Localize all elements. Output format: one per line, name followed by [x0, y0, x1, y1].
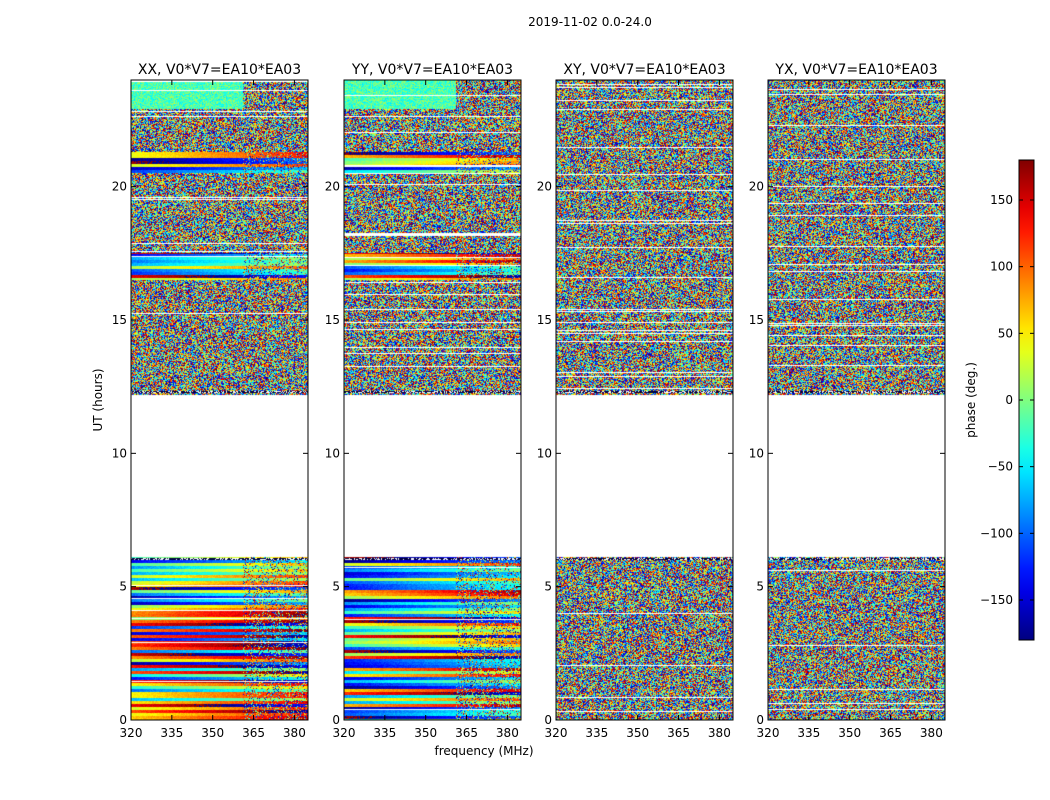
heatmap-image-yy: [344, 80, 521, 720]
panels-group: XX, V0*V7=EA10*EA03 320 335 350 365 380 0 5 10 15…: [112, 62, 946, 740]
y-tick-label: 10: [537, 446, 552, 460]
x-tick-label: 380: [708, 726, 731, 740]
x-tick-label: 350: [414, 726, 437, 740]
x-tick-label: 320: [757, 726, 780, 740]
x-tick-label: 320: [545, 726, 568, 740]
y-tick-label: 0: [332, 713, 340, 727]
y-tick-label: 0: [756, 713, 764, 727]
panel-title-xy: XY, V0*V7=EA10*EA03: [563, 62, 725, 78]
y-tick-label: 20: [749, 180, 764, 194]
x-tick-label: 335: [585, 726, 608, 740]
y-tick-label: 5: [756, 580, 764, 594]
y-tick-label: 0: [544, 713, 552, 727]
x-tick-label: 365: [242, 726, 265, 740]
x-tick-label: 380: [496, 726, 519, 740]
y-tick-label: 10: [325, 446, 340, 460]
x-tick-label: 380: [920, 726, 943, 740]
colorbar-tick-label: 50: [998, 326, 1013, 340]
y-tick-label: 20: [112, 180, 127, 194]
y-tick-label: 20: [325, 180, 340, 194]
colorbar-tick-label: 150: [990, 193, 1013, 207]
panel-frame-yy: [343, 79, 522, 721]
x-tick-label: 350: [838, 726, 861, 740]
y-tick-label: 5: [544, 580, 552, 594]
x-tick-label: 365: [455, 726, 478, 740]
x-tick-label: 320: [333, 726, 356, 740]
colorbar-tick-label: −50: [988, 460, 1013, 474]
heatmap-image-yx: [768, 80, 945, 720]
y-tick-label: 15: [537, 313, 552, 327]
colorbar-tick-label: −150: [980, 593, 1013, 607]
x-tick-label: 350: [626, 726, 649, 740]
colorbar: 150 100 50 0 −50 −100 −150: [980, 159, 1035, 641]
colorbar-tick-label: 0: [1005, 393, 1013, 407]
y-tick-label: 10: [112, 446, 127, 460]
panel-title-yy: YY, V0*V7=EA10*EA03: [351, 62, 513, 78]
y-tick-label: 15: [112, 313, 127, 327]
colorbar-label: phase (deg.): [964, 362, 978, 438]
heatmap-image-xy: [556, 80, 733, 720]
x-tick-label: 365: [879, 726, 902, 740]
x-tick-label: 320: [120, 726, 143, 740]
x-tick-label: 350: [201, 726, 224, 740]
y-tick-label: 5: [119, 580, 127, 594]
y-tick-label: 10: [749, 446, 764, 460]
panel-frame-xx: [130, 79, 309, 721]
colorbar-tick-label: 100: [990, 260, 1013, 274]
x-tick-label: 335: [160, 726, 183, 740]
y-tick-label: 15: [325, 313, 340, 327]
x-tick-label: 380: [283, 726, 306, 740]
y-tick-label: 15: [749, 313, 764, 327]
colorbar-tick-label: −100: [980, 526, 1013, 540]
x-tick-label: 335: [373, 726, 396, 740]
y-tick-label: 0: [119, 713, 127, 727]
figure-suptitle: 2019-11-02 0.0-24.0: [528, 15, 652, 29]
panel-frame-xy: [555, 79, 734, 721]
x-axis-label: frequency (MHz): [434, 744, 533, 758]
y-tick-label: 20: [537, 180, 552, 194]
x-tick-label: 365: [667, 726, 690, 740]
panel-frame-yx: [767, 79, 946, 721]
x-tick-label: 335: [797, 726, 820, 740]
panel-title-xx: XX, V0*V7=EA10*EA03: [138, 62, 301, 78]
panel-title-yx: YX, V0*V7=EA10*EA03: [774, 62, 937, 78]
y-axis-label: UT (hours): [91, 368, 105, 431]
y-tick-label: 5: [332, 580, 340, 594]
heatmap-image-xx: [131, 80, 308, 720]
